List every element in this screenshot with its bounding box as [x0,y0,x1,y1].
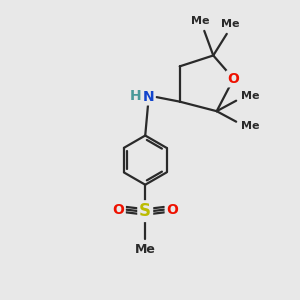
Text: Me: Me [191,16,210,26]
Text: S: S [139,202,151,220]
Text: Me: Me [241,91,259,101]
Text: Me: Me [241,121,259,131]
Text: Me: Me [220,19,239,29]
Text: H: H [130,88,141,103]
Text: N: N [142,90,154,104]
Text: O: O [166,202,178,217]
Text: Me: Me [135,243,156,256]
Text: O: O [228,72,239,86]
Text: O: O [112,202,124,217]
